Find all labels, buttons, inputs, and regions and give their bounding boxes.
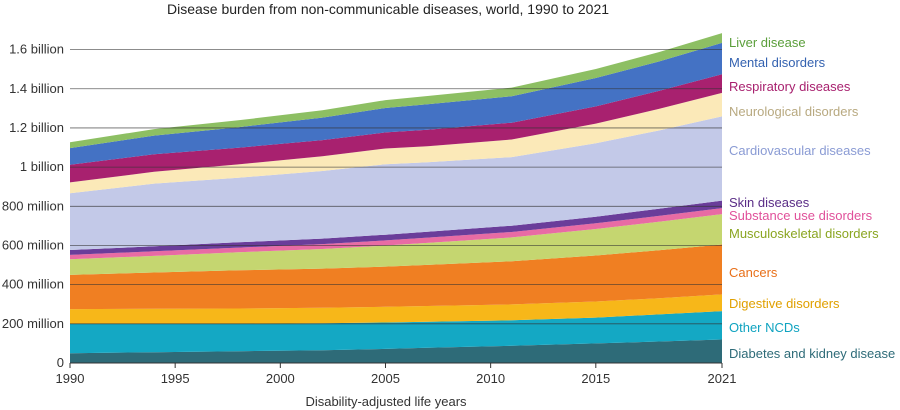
area-other-ncds bbox=[70, 311, 722, 354]
area-cancers bbox=[70, 244, 722, 310]
area-respiratory-diseases bbox=[70, 74, 722, 183]
legend-label-cardiovascular-diseases: Cardiovascular diseases bbox=[729, 143, 871, 158]
area-digestive-disorders bbox=[70, 294, 722, 324]
legend-label-diabetes-and-kidney-disease: Diabetes and kidney disease bbox=[729, 346, 895, 361]
legend-label-digestive-disorders: Digestive disorders bbox=[729, 296, 840, 311]
legend-label-musculoskeletal-disorders: Musculoskeletal disorders bbox=[729, 226, 879, 241]
area-liver-disease bbox=[70, 33, 722, 149]
y-tick-label: 0 bbox=[57, 355, 64, 370]
x-tick-label: 2015 bbox=[581, 371, 610, 386]
legend-label-other-ncds: Other NCDs bbox=[729, 320, 800, 335]
area-musculoskeletal-disorders bbox=[70, 214, 722, 275]
x-tick-label: 2010 bbox=[476, 371, 505, 386]
x-tick-label: 2000 bbox=[266, 371, 295, 386]
y-tick-label: 1.2 billion bbox=[9, 120, 64, 135]
y-tick-label: 600 million bbox=[2, 237, 64, 252]
y-tick-label: 200 million bbox=[2, 316, 64, 331]
x-tick-label: 2021 bbox=[708, 371, 737, 386]
legend: Liver disease Mental disorders Respiratory… bbox=[729, 35, 895, 361]
area-diabetes-and-kidney-disease bbox=[70, 339, 722, 363]
chart-title-text: Disease burden from non-communicable dis… bbox=[167, 1, 610, 17]
area-neurological-disorders bbox=[70, 92, 722, 194]
area-substance-use-disorders bbox=[70, 208, 722, 260]
area-mental-disorders bbox=[70, 42, 722, 165]
x-tick-label: 1995 bbox=[161, 371, 190, 386]
x-tick-label: 1990 bbox=[56, 371, 85, 386]
legend-label-mental-disorders: Mental disorders bbox=[729, 55, 826, 70]
y-tick-label: 1.4 billion bbox=[9, 81, 64, 96]
y-tick-label: 1 billion bbox=[20, 159, 64, 174]
area-skin-diseases bbox=[70, 200, 722, 255]
y-tick-label: 400 million bbox=[2, 277, 64, 292]
x-axis-title: Disability-adjusted life years bbox=[305, 394, 467, 409]
y-tick-label: 1.6 billion bbox=[9, 42, 64, 57]
legend-label-neurological-disorders: Neurological disorders bbox=[729, 104, 859, 119]
legend-label-substance-use-disorders: Substance use disorders bbox=[729, 208, 873, 223]
x-tick-label: 2005 bbox=[371, 371, 400, 386]
legend-label-skin-diseases: Skin diseases bbox=[729, 195, 810, 210]
y-tick-label: 800 million bbox=[2, 198, 64, 213]
legend-label-liver-disease: Liver disease bbox=[729, 35, 806, 50]
legend-label-respiratory-diseases: Respiratory diseases bbox=[729, 79, 851, 94]
area-cardiovascular-diseases bbox=[70, 116, 722, 251]
legend-label-cancers: Cancers bbox=[729, 265, 778, 280]
area-layer bbox=[70, 33, 722, 363]
y-axis: 0 200 million 400 million 600 million 800 mi… bbox=[2, 42, 64, 370]
x-axis: 1990 1995 2000 2005 2010 2015 2021 bbox=[56, 362, 737, 386]
